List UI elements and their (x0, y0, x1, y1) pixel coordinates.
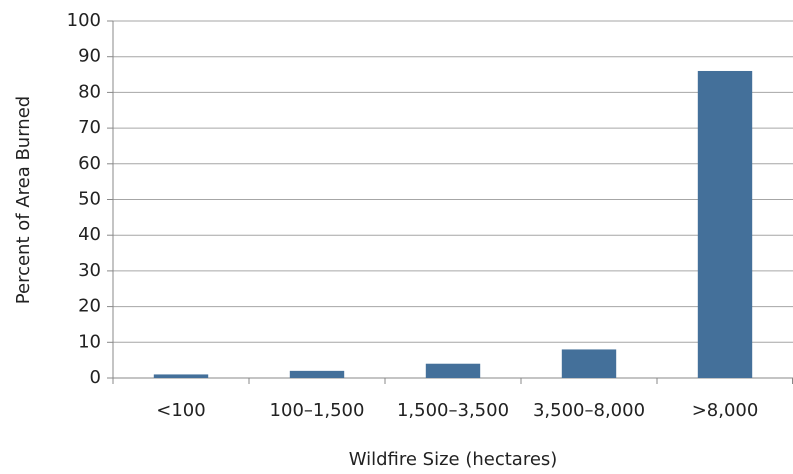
y-tick-label: 80 (78, 81, 101, 102)
x-tick-label: >8,000 (692, 400, 759, 421)
bar (561, 349, 617, 378)
y-tick-label: 100 (67, 10, 101, 31)
y-tick-label: 90 (78, 46, 101, 67)
x-tick-label: 3,500–8,000 (533, 400, 645, 421)
bar (425, 363, 481, 378)
y-axis-label: Percent of Area Burned (13, 96, 34, 304)
y-tick-label: 30 (78, 260, 101, 281)
y-tick-label: 60 (78, 153, 101, 174)
x-tick-label: 100–1,500 (270, 400, 365, 421)
x-axis-label: Wildfire Size (hectares) (349, 449, 558, 470)
y-tick-label: 50 (78, 189, 101, 210)
y-tick-label: 0 (90, 367, 101, 388)
x-tick-label: <100 (156, 400, 205, 421)
bar (289, 370, 345, 378)
bar (153, 374, 209, 378)
y-tick-label: 20 (78, 296, 101, 317)
y-tick-label: 70 (78, 117, 101, 138)
y-tick-label: 10 (78, 331, 101, 352)
bar (697, 70, 753, 378)
x-tick-label: 1,500–3,500 (397, 400, 509, 421)
y-tick-label: 40 (78, 224, 101, 245)
